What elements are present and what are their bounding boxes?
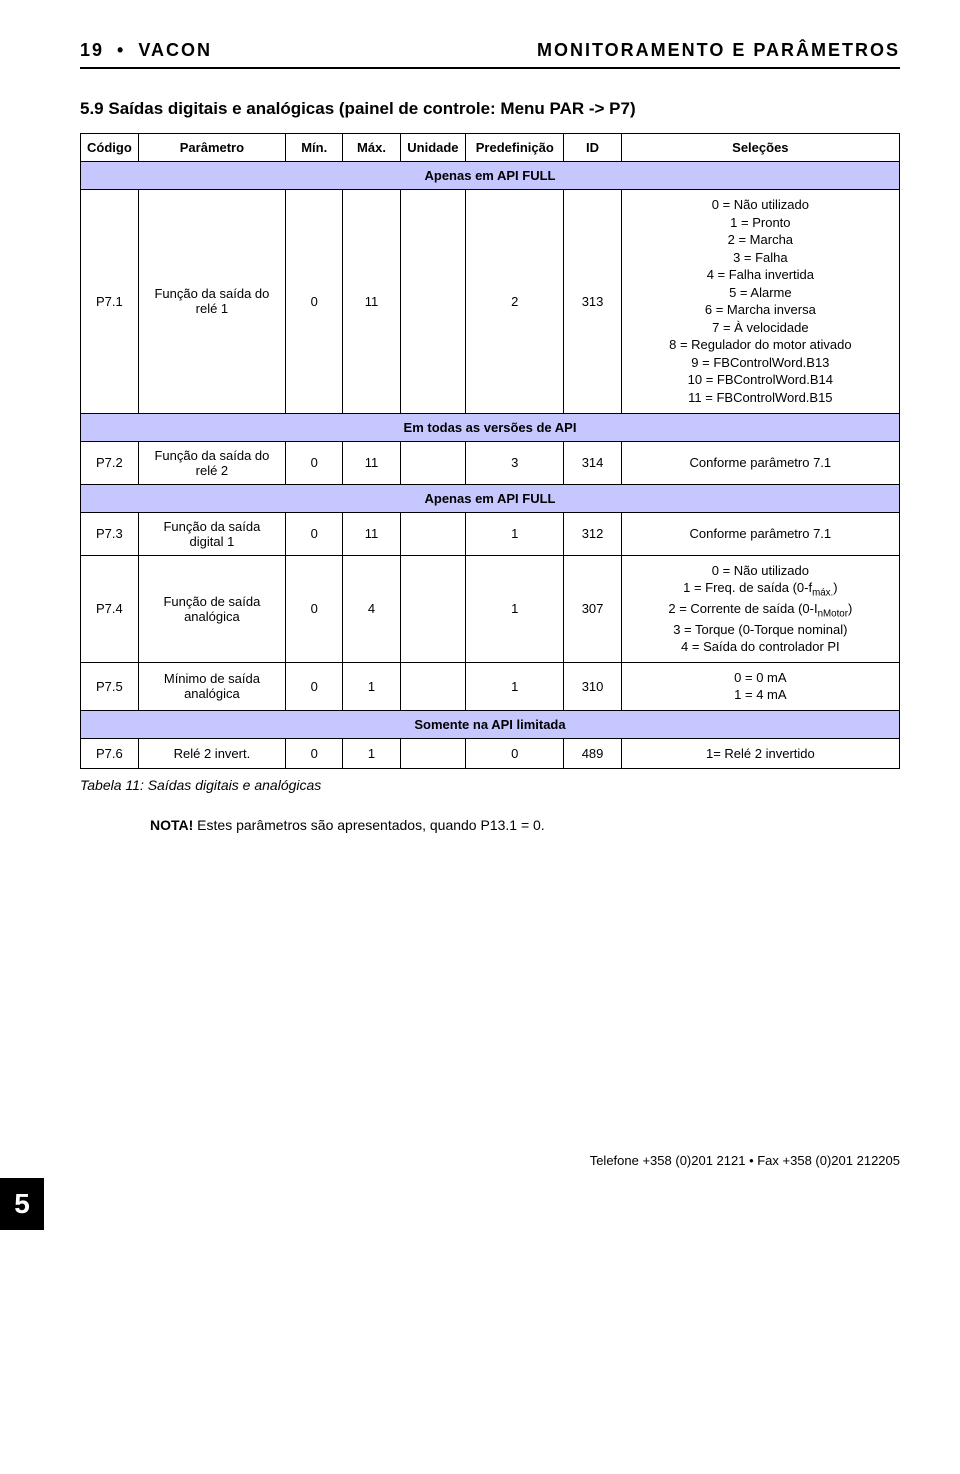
cell-sel: 0 = 0 mA 1 = 4 mA — [621, 662, 899, 710]
cell-pred: 0 — [466, 738, 564, 769]
band-row: Apenas em API FULL — [81, 162, 900, 190]
cell-uni — [400, 662, 466, 710]
header-left: 19 • VACON — [80, 40, 212, 61]
table-row: P7.5 Mínimo de saída analógica 0 1 1 310… — [81, 662, 900, 710]
cell-sel: 0 = Não utilizado 1 = Pronto 2 = Marcha … — [621, 190, 899, 414]
cell-param: Função da saída do relé 1 — [138, 190, 285, 414]
cell-id: 489 — [564, 738, 621, 769]
cell-codigo: P7.5 — [81, 662, 139, 710]
col-predef: Predefinição — [466, 134, 564, 162]
cell-pred: 2 — [466, 190, 564, 414]
col-min: Mín. — [286, 134, 343, 162]
parameter-table: Código Parâmetro Mín. Máx. Unidade Prede… — [80, 133, 900, 769]
cell-id: 312 — [564, 512, 621, 555]
band-row: Somente na API limitada — [81, 710, 900, 738]
cell-min: 0 — [286, 662, 343, 710]
cell-sel: 1= Relé 2 invertido — [621, 738, 899, 769]
cell-pred: 1 — [466, 512, 564, 555]
page-number: 5 — [0, 1178, 44, 1230]
table-row: P7.6 Relé 2 invert. 0 1 0 489 1= Relé 2 … — [81, 738, 900, 769]
cell-uni — [400, 738, 466, 769]
cell-max: 1 — [343, 662, 400, 710]
cell-param: Relé 2 invert. — [138, 738, 285, 769]
col-unidade: Unidade — [400, 134, 466, 162]
cell-uni — [400, 512, 466, 555]
band-row: Em todas as versões de API — [81, 413, 900, 441]
cell-max: 11 — [343, 512, 400, 555]
header-right: MONITORAMENTO E PARÂMETROS — [537, 40, 900, 61]
cell-sel: 0 = Não utilizado 1 = Freq. de saída (0-… — [621, 555, 899, 662]
cell-param: Função da saída do relé 2 — [138, 441, 285, 484]
header-page-num: 19 — [80, 40, 104, 60]
cell-min: 0 — [286, 555, 343, 662]
cell-param: Função de saída analógica — [138, 555, 285, 662]
table-caption: Tabela 11: Saídas digitais e analógicas — [80, 777, 900, 793]
sel-text: 0 = Não utilizado 1 = Pronto 2 = Marcha … — [669, 197, 851, 405]
col-selecoes: Seleções — [621, 134, 899, 162]
cell-sel: Conforme parâmetro 7.1 — [621, 512, 899, 555]
header-divider — [80, 67, 900, 69]
header-brand: VACON — [138, 40, 212, 60]
cell-min: 0 — [286, 512, 343, 555]
cell-pred: 1 — [466, 662, 564, 710]
col-codigo: Código — [81, 134, 139, 162]
band-row: Apenas em API FULL — [81, 484, 900, 512]
col-parametro: Parâmetro — [138, 134, 285, 162]
cell-uni — [400, 441, 466, 484]
cell-sel: Conforme parâmetro 7.1 — [621, 441, 899, 484]
sel-text: 0 = 0 mA 1 = 4 mA — [734, 670, 786, 703]
cell-min: 0 — [286, 738, 343, 769]
note-text: Estes parâmetros são apresentados, quand… — [193, 817, 544, 833]
col-max: Máx. — [343, 134, 400, 162]
cell-codigo: P7.1 — [81, 190, 139, 414]
cell-pred: 1 — [466, 555, 564, 662]
note: NOTA! Estes parâmetros são apresentados,… — [150, 817, 900, 833]
cell-id: 314 — [564, 441, 621, 484]
band-limited-api: Somente na API limitada — [81, 710, 900, 738]
page-header: 19 • VACON MONITORAMENTO E PARÂMETROS — [80, 40, 900, 61]
bullet-icon: • — [117, 40, 125, 60]
band-all-api: Em todas as versões de API — [81, 413, 900, 441]
cell-max: 4 — [343, 555, 400, 662]
cell-uni — [400, 190, 466, 414]
cell-id: 313 — [564, 190, 621, 414]
cell-param: Função da saída digital 1 — [138, 512, 285, 555]
band-api-full-2: Apenas em API FULL — [81, 484, 900, 512]
table-row: P7.4 Função de saída analógica 0 4 1 307… — [81, 555, 900, 662]
page-number-container: 5 — [80, 1178, 900, 1230]
cell-codigo: P7.2 — [81, 441, 139, 484]
cell-min: 0 — [286, 190, 343, 414]
sel-sub2: nMotor — [818, 608, 848, 619]
note-label: NOTA! — [150, 817, 193, 833]
cell-uni — [400, 555, 466, 662]
cell-max: 11 — [343, 441, 400, 484]
table-header-row: Código Parâmetro Mín. Máx. Unidade Prede… — [81, 134, 900, 162]
footer-contact: Telefone +358 (0)201 2121 • Fax +358 (0)… — [80, 1153, 900, 1168]
cell-max: 1 — [343, 738, 400, 769]
cell-min: 0 — [286, 441, 343, 484]
cell-codigo: P7.6 — [81, 738, 139, 769]
cell-param: Mínimo de saída analógica — [138, 662, 285, 710]
sel-sub1: máx. — [812, 588, 833, 599]
cell-max: 11 — [343, 190, 400, 414]
band-api-full-1: Apenas em API FULL — [81, 162, 900, 190]
table-row: P7.3 Função da saída digital 1 0 11 1 31… — [81, 512, 900, 555]
cell-codigo: P7.4 — [81, 555, 139, 662]
cell-codigo: P7.3 — [81, 512, 139, 555]
cell-pred: 3 — [466, 441, 564, 484]
sel-text-pre: 0 = Não utilizado 1 = Freq. de saída (0-… — [683, 563, 812, 596]
table-row: P7.1 Função da saída do relé 1 0 11 2 31… — [81, 190, 900, 414]
table-row: P7.2 Função da saída do relé 2 0 11 3 31… — [81, 441, 900, 484]
section-title: 5.9 Saídas digitais e analógicas (painel… — [80, 99, 900, 119]
cell-id: 310 — [564, 662, 621, 710]
col-id: ID — [564, 134, 621, 162]
cell-id: 307 — [564, 555, 621, 662]
